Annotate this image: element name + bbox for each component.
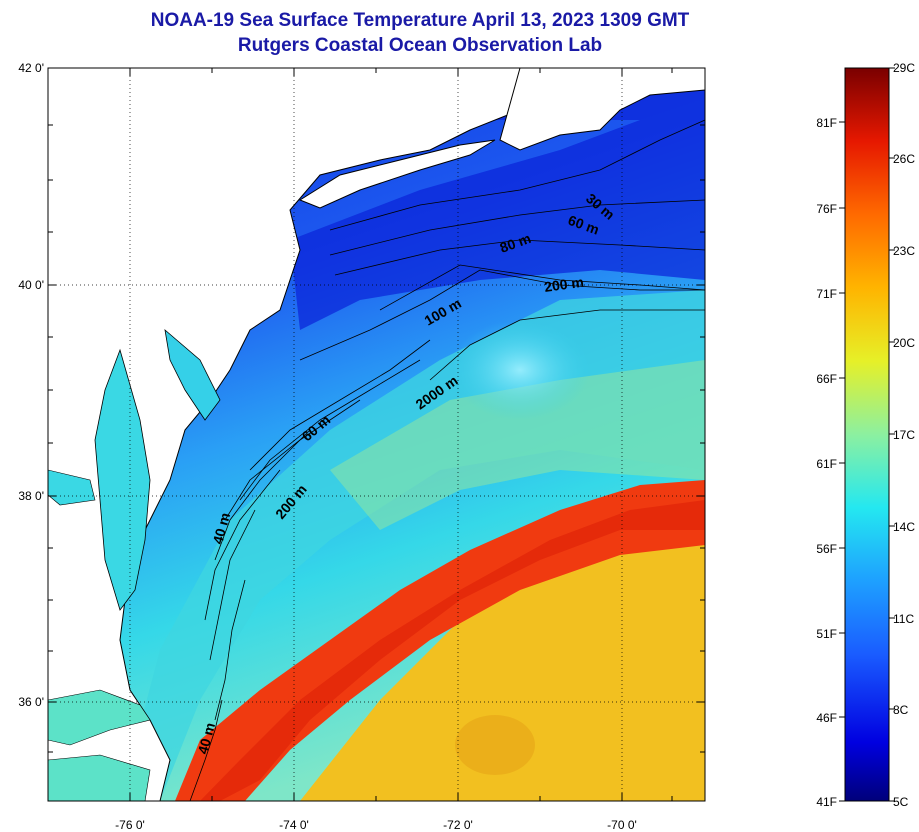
colorbar-celsius-label: 20C <box>893 336 915 350</box>
graticule <box>48 68 705 801</box>
colorbar-fahrenheit-label: 61F <box>816 457 837 471</box>
colorbar-celsius-label: 8C <box>893 703 909 717</box>
lon-label: -72 0' <box>443 818 473 832</box>
contour-label: 40 m <box>194 721 218 756</box>
lat-label: 40 0' <box>18 278 44 292</box>
contour-label: 200 m <box>543 274 585 295</box>
sst-field: 30 m 60 m 80 m 200 m 100 m 2000 m 60 m 2… <box>48 68 705 801</box>
colorbar-celsius-label: 29C <box>893 61 915 75</box>
colorbar-celsius-label: 26C <box>893 152 915 166</box>
tick-marks <box>48 67 705 801</box>
colorbar-fahrenheit-label: 41F <box>816 795 837 809</box>
colorbar-celsius-label: 14C <box>893 520 915 534</box>
lon-label: -76 0' <box>115 818 145 832</box>
bathymetry-contours <box>189 119 705 801</box>
colorbar-fahrenheit-label: 66F <box>816 372 837 386</box>
map-title: NOAA-19 Sea Surface Temperature April 13… <box>150 10 690 31</box>
lat-label: 36 0' <box>18 695 44 709</box>
colorbar-fahrenheit-label: 51F <box>816 627 837 641</box>
colorbar-fahrenheit-label: 71F <box>816 287 837 301</box>
temperature-colorbar <box>839 67 895 802</box>
colorbar-celsius-label: 5C <box>893 795 909 809</box>
colorbar-celsius-label: 17C <box>893 428 915 442</box>
colorbar-fahrenheit-label: 56F <box>816 542 837 556</box>
colorbar-celsius-label: 23C <box>893 244 915 258</box>
lat-label: 38 0' <box>18 489 44 503</box>
lon-label: -70 0' <box>607 818 637 832</box>
colorbar-fahrenheit-label: 81F <box>816 116 837 130</box>
colorbar-fahrenheit-label: 46F <box>816 711 837 725</box>
colorbar-celsius-label: 11C <box>893 612 914 626</box>
lon-label: -74 0' <box>279 818 309 832</box>
colorbar-fahrenheit-label: 76F <box>816 202 837 216</box>
land-mass <box>48 68 705 801</box>
lat-label: 42 0' <box>18 61 44 75</box>
map-subtitle: Rutgers Coastal Ocean Observation Lab <box>237 35 603 56</box>
contour-label: 40 m <box>209 511 233 546</box>
